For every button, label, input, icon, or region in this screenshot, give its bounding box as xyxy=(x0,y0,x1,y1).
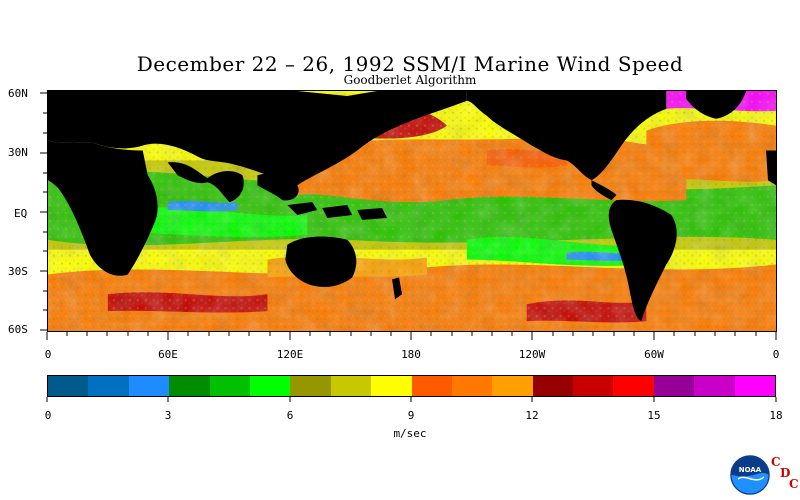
map-subtitle: Goodberlet Algorithm xyxy=(343,73,477,87)
land-masses xyxy=(48,91,776,322)
colorbar-swatch-13 xyxy=(573,376,614,396)
colorbar-swatch-10 xyxy=(451,376,493,396)
lat-label-30s: 30S xyxy=(8,265,28,278)
lon-label-120e: 120E xyxy=(276,348,304,361)
lon-label-180: 180 xyxy=(401,348,421,361)
colorbar-tick-18: 18 xyxy=(769,409,783,422)
colorbar-swatch-14 xyxy=(613,376,654,396)
colorbar-tick-9: 9 xyxy=(407,409,415,422)
lon-label-120w: 120W xyxy=(518,348,546,361)
colorbar-tick-0: 0 xyxy=(44,409,52,422)
lat-label-60s: 60S xyxy=(8,323,28,336)
colorbar-swatch-15 xyxy=(653,376,695,396)
cdc-letter-c1: C xyxy=(771,455,781,469)
lat-label-eq: EQ xyxy=(14,207,28,220)
map-title: December 22 – 26, 1992 SSM/I Marine Wind… xyxy=(136,52,684,76)
colorbar-swatch-5 xyxy=(249,376,291,396)
colorbar-swatch-8 xyxy=(371,376,412,396)
colorbar-swatch-6 xyxy=(290,376,331,396)
cdc-letter-d: D xyxy=(780,466,791,480)
lon-label-60w: 60W xyxy=(644,348,664,361)
colorbar-swatch-11 xyxy=(492,376,533,396)
colorbar-tick-3: 3 xyxy=(164,409,172,422)
lat-label-30n: 30N xyxy=(8,146,28,159)
colorbar-swatch-1 xyxy=(88,376,129,396)
lat-label-60n: 60N xyxy=(8,87,28,100)
wind-speed-colorbar xyxy=(47,375,776,397)
lon-label-0-west: 0 xyxy=(44,348,52,361)
colorbar-tick-15: 15 xyxy=(647,409,661,422)
colorbar-swatch-4 xyxy=(209,376,250,396)
colorbar-swatch-12 xyxy=(532,376,574,396)
noaa-logo: NOAA xyxy=(730,455,770,495)
lon-label-0-east: 0 xyxy=(772,348,780,361)
colorbar-swatch-7 xyxy=(330,376,372,396)
colorbar-tick-12: 12 xyxy=(525,409,539,422)
colorbar-swatch-0 xyxy=(48,376,89,396)
colorbar-swatch-17 xyxy=(734,376,776,396)
noaa-logo-text: NOAA xyxy=(739,466,762,474)
colorbar-swatch-2 xyxy=(128,376,170,396)
colorbar-swatch-9 xyxy=(411,376,452,396)
colorbar-unit: m/sec xyxy=(393,427,427,440)
lon-label-60e: 60E xyxy=(158,348,178,361)
wind-speed-map xyxy=(47,90,777,332)
colorbar-tick-6: 6 xyxy=(286,409,294,422)
colorbar-swatch-16 xyxy=(694,376,735,396)
cdc-letter-c2: C xyxy=(789,477,799,491)
colorbar-swatch-3 xyxy=(169,376,210,396)
